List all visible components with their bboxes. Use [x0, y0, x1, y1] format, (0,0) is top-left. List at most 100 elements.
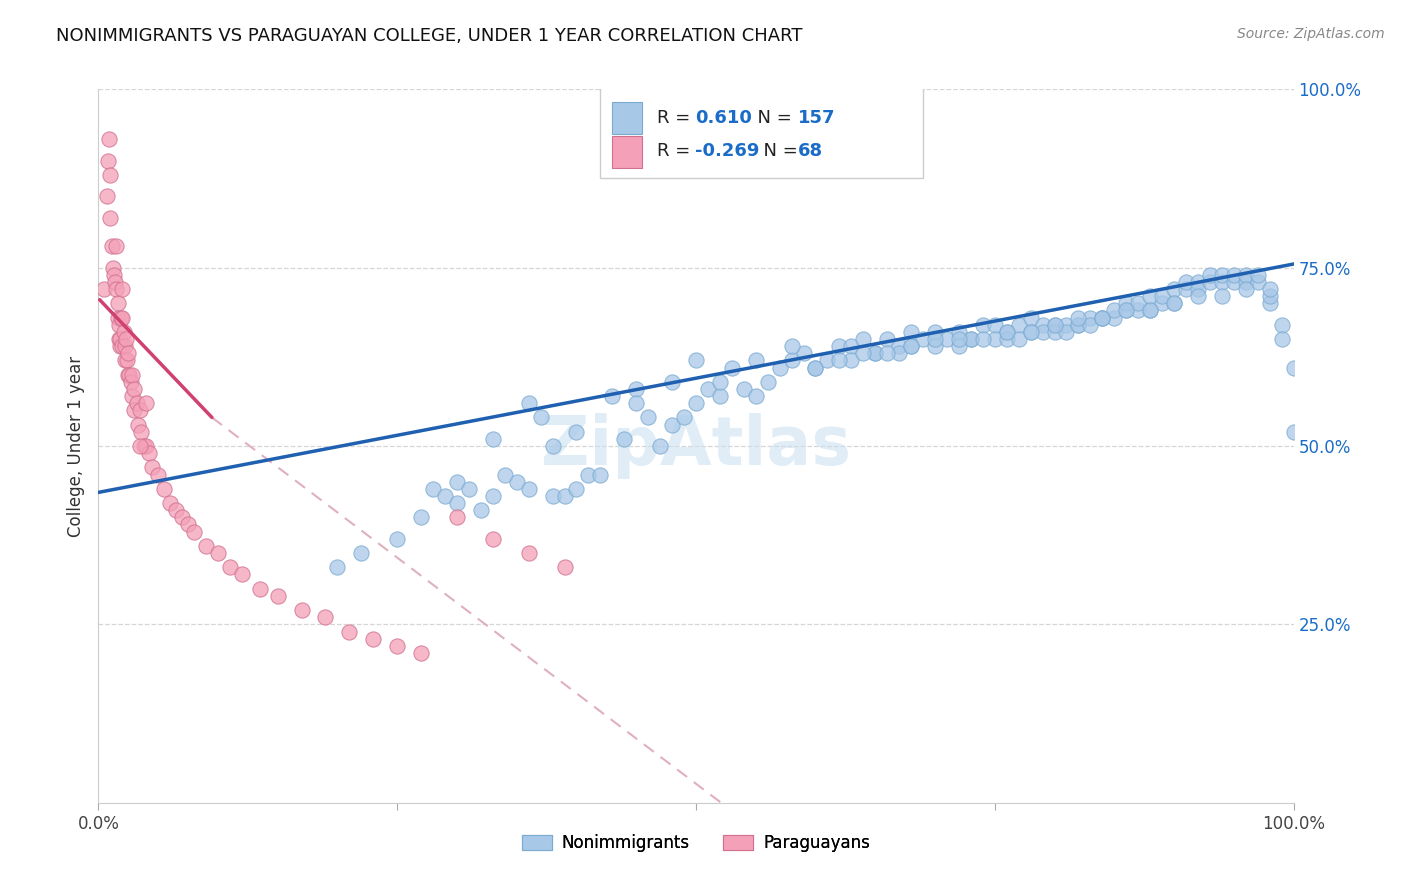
Point: [177, 517, 200, 532]
Point: [1008, 332, 1031, 346]
Point: [458, 482, 481, 496]
Point: [1139, 289, 1161, 303]
Point: [103, 268, 125, 282]
Point: [1019, 325, 1042, 339]
Point: [1223, 268, 1246, 282]
Point: [183, 524, 205, 539]
Point: [1187, 289, 1209, 303]
Point: [648, 439, 672, 453]
Point: [602, 389, 624, 403]
Point: [815, 353, 838, 368]
Point: [195, 539, 218, 553]
Point: [1258, 289, 1281, 303]
Point: [117, 368, 139, 382]
Point: [1175, 282, 1198, 296]
Point: [793, 346, 815, 360]
Text: Source: ZipAtlas.com: Source: ZipAtlas.com: [1237, 27, 1385, 41]
Point: [1271, 318, 1294, 332]
Point: [1199, 268, 1222, 282]
Point: [118, 368, 141, 382]
Y-axis label: College, Under 1 year: College, Under 1 year: [67, 355, 86, 537]
Point: [339, 624, 361, 639]
Point: [1091, 310, 1114, 325]
Point: [637, 410, 659, 425]
Text: NONIMMIGRANTS VS PARAGUAYAN COLLEGE, UNDER 1 YEAR CORRELATION CHART: NONIMMIGRANTS VS PARAGUAYAN COLLEGE, UND…: [56, 27, 803, 45]
Point: [446, 510, 468, 524]
Point: [129, 403, 152, 417]
Point: [363, 632, 385, 646]
Point: [350, 546, 373, 560]
Point: [231, 567, 253, 582]
Point: [852, 332, 875, 346]
Point: [661, 375, 683, 389]
Point: [995, 325, 1018, 339]
Point: [385, 639, 409, 653]
Point: [804, 360, 827, 375]
Point: [114, 339, 136, 353]
Point: [153, 482, 176, 496]
Point: [105, 282, 128, 296]
Point: [111, 310, 134, 325]
Point: [470, 503, 492, 517]
Point: [124, 403, 146, 417]
Text: N =: N =: [752, 143, 804, 161]
Point: [626, 396, 648, 410]
Point: [948, 325, 970, 339]
Legend: Nonimmigrants, Paraguayans: Nonimmigrants, Paraguayans: [515, 828, 877, 859]
Point: [745, 389, 768, 403]
Point: [125, 396, 148, 410]
Point: [972, 318, 994, 332]
Point: [1234, 268, 1257, 282]
Point: [852, 346, 875, 360]
Point: [1258, 296, 1281, 310]
Point: [1282, 360, 1305, 375]
Point: [995, 325, 1018, 339]
Point: [481, 532, 505, 546]
Point: [101, 260, 124, 275]
Point: [1115, 303, 1137, 318]
Point: [108, 332, 131, 346]
Point: [911, 332, 934, 346]
Point: [110, 310, 132, 325]
Point: [111, 282, 134, 296]
Point: [1080, 310, 1102, 325]
Point: [326, 560, 349, 574]
Point: [900, 339, 922, 353]
Point: [1104, 303, 1126, 318]
Point: [1258, 282, 1281, 296]
Point: [112, 325, 135, 339]
Point: [120, 375, 142, 389]
Point: [1234, 282, 1257, 296]
Point: [98, 211, 122, 225]
Point: [446, 475, 468, 489]
Point: [900, 325, 922, 339]
Point: [828, 353, 851, 368]
Point: [1187, 282, 1209, 296]
Point: [936, 332, 959, 346]
Point: [876, 332, 898, 346]
Point: [626, 382, 648, 396]
FancyBboxPatch shape: [613, 102, 643, 134]
Point: [900, 339, 922, 353]
FancyBboxPatch shape: [600, 86, 922, 178]
Point: [207, 546, 229, 560]
Point: [554, 560, 576, 574]
Point: [1032, 325, 1054, 339]
Point: [1175, 275, 1198, 289]
Point: [924, 325, 946, 339]
Point: [697, 382, 720, 396]
Point: [578, 467, 600, 482]
Point: [129, 439, 152, 453]
Point: [96, 189, 118, 203]
Point: [1247, 268, 1270, 282]
Point: [541, 489, 564, 503]
Point: [108, 339, 131, 353]
Point: [517, 482, 540, 496]
Point: [828, 339, 851, 353]
Point: [709, 389, 731, 403]
FancyBboxPatch shape: [613, 136, 643, 168]
Point: [111, 339, 134, 353]
Point: [98, 168, 122, 182]
Point: [1008, 318, 1031, 332]
Point: [960, 332, 983, 346]
